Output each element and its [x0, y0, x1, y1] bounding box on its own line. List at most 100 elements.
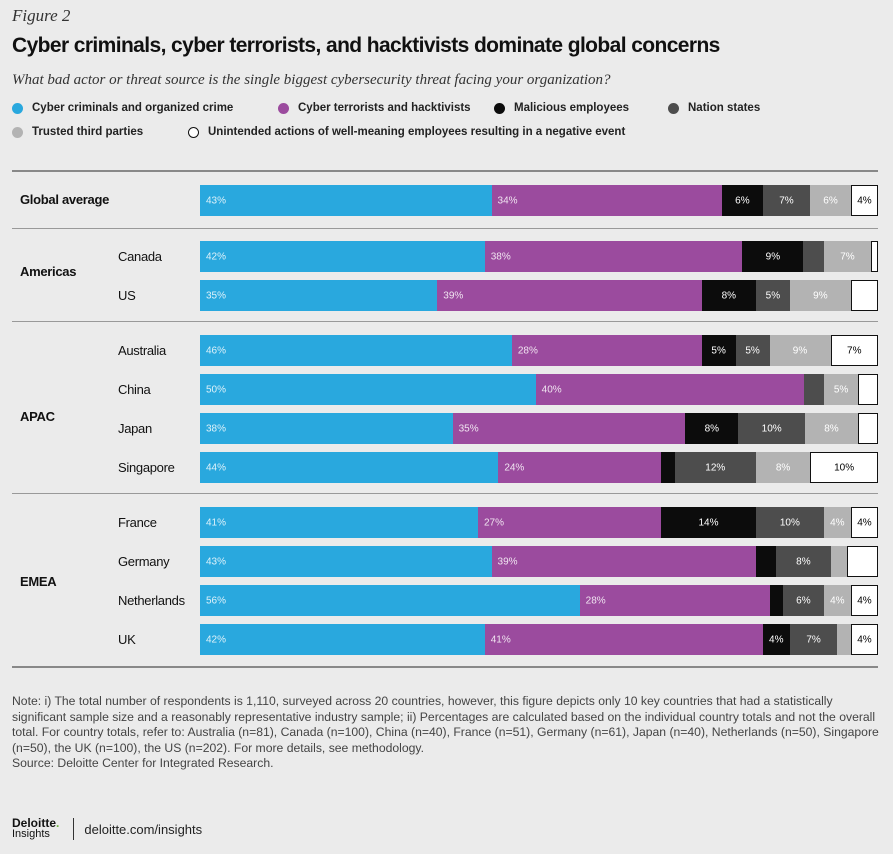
bar-row-japan: 38% 35% 8% 10% 8% [200, 413, 878, 444]
legend-label: Unintended actions of well-meaning emplo… [208, 126, 626, 138]
seg-cyber-criminals: 41% [200, 507, 478, 538]
data-label: 28% [517, 345, 538, 356]
seg-cyber-criminals: 43% [200, 185, 492, 216]
deloitte-insights-logo[interactable]: Deloitte. Insights [12, 816, 59, 840]
data-label: 8% [824, 423, 839, 434]
legend-item-cyber-criminals: Cyber criminals and organized crime [12, 102, 233, 114]
seg-cyber-terrorists: 28% [511, 335, 702, 366]
data-label: 5% [765, 290, 781, 301]
seg-cyber-criminals: 42% [200, 624, 485, 655]
data-label: 24% [504, 462, 525, 473]
footer-url-link[interactable]: deloitte.com/insights [84, 821, 203, 837]
seg-unintended-actions [871, 241, 878, 272]
data-label: 34% [497, 195, 518, 206]
seg-trusted-third-parties: 9% [769, 335, 831, 366]
seg-cyber-terrorists: 40% [535, 374, 805, 405]
seg-trusted-third-parties: 6% [810, 185, 851, 216]
data-label: 7% [847, 345, 862, 356]
data-label: 38% [206, 423, 227, 434]
seg-cyber-terrorists: 34% [491, 185, 723, 216]
divider-top [12, 170, 878, 172]
data-label: 4% [857, 595, 872, 606]
legend-label: Cyber criminals and organized crime [32, 102, 234, 114]
data-label: 12% [705, 462, 726, 473]
seg-cyber-criminals: 56% [200, 585, 580, 616]
region-label-americas: Americas [20, 264, 77, 279]
data-label: 8% [721, 290, 737, 301]
row-label-global-average: Global average [20, 192, 110, 207]
bar-row-global-average: 43% 34% 6% 7% 6% 4% [200, 185, 878, 216]
seg-nation-states: 10% [738, 413, 805, 444]
seg-cyber-terrorists: 35% [452, 413, 686, 444]
source-text: Source: Deloitte Center for Integrated R… [12, 756, 274, 771]
divider-emea [12, 493, 878, 494]
data-label: 46% [206, 345, 227, 356]
seg-nation-states: 12% [674, 452, 756, 483]
data-label: 35% [458, 423, 479, 434]
seg-cyber-terrorists: 28% [579, 585, 770, 616]
chart-title: Cyber criminals, cyber terrorists, and h… [12, 34, 720, 57]
seg-nation-states: 8% [776, 546, 831, 577]
seg-nation-states: 10% [755, 507, 824, 538]
seg-cyber-terrorists: 38% [484, 241, 743, 272]
data-label: 27% [483, 517, 504, 528]
footer: Deloitte. Insights deloitte.com/insights [12, 816, 203, 840]
seg-unintended-actions: 7% [830, 335, 878, 366]
data-label: 38% [490, 251, 511, 262]
data-label: 44% [206, 462, 227, 473]
row-label-australia: Australia [118, 343, 166, 358]
seg-cyber-terrorists: 39% [491, 546, 756, 577]
data-label: 10% [779, 517, 800, 528]
legend-label: Trusted third parties [32, 126, 144, 138]
data-label: 8% [704, 423, 720, 434]
data-label: 41% [206, 517, 227, 528]
data-label: 9% [792, 345, 808, 356]
seg-cyber-criminals: 42% [200, 241, 485, 272]
row-label-germany: Germany [118, 554, 170, 569]
legend-swatch [188, 126, 199, 138]
seg-cyber-terrorists: 41% [484, 624, 763, 655]
seg-cyber-criminals: 38% [200, 413, 453, 444]
data-label: 6% [796, 595, 811, 606]
seg-malicious-employees: 8% [701, 280, 756, 311]
data-label: 40% [541, 384, 562, 395]
data-label: 43% [206, 195, 227, 206]
seg-nation-states: 5% [735, 335, 770, 366]
data-label: 43% [206, 556, 227, 567]
region-label-apac: APAC [20, 409, 55, 424]
data-label: 8% [796, 556, 811, 567]
row-label-us: US [118, 288, 136, 303]
legend-swatch [494, 102, 505, 114]
seg-trusted-third-parties: 4% [823, 507, 851, 538]
data-label: 10% [761, 423, 782, 434]
bar-row-uk: 42% 41% 4% 7% 4% [200, 624, 878, 655]
bar-row-australia: 46% 28% 5% 5% 9% 7% [200, 335, 878, 366]
seg-trusted-third-parties: 5% [824, 374, 858, 405]
seg-malicious-employees [661, 452, 675, 483]
data-label: 4% [857, 517, 872, 528]
legend-label: Nation states [688, 102, 761, 114]
seg-nation-states [803, 241, 824, 272]
seg-trusted-third-parties: 8% [804, 413, 859, 444]
bar-row-netherlands: 56% 28% 6% 4% 4% [200, 585, 878, 616]
legend-item-nation-states: Nation states [668, 102, 760, 114]
legend-swatch [278, 102, 289, 114]
bar-row-us: 35% 39% 8% 5% 9% [200, 280, 878, 311]
seg-nation-states: 7% [789, 624, 838, 655]
data-label: 56% [206, 595, 227, 606]
seg-malicious-employees: 4% [762, 624, 790, 655]
seg-malicious-employees: 6% [722, 185, 763, 216]
data-label: 4% [830, 517, 845, 528]
seg-unintended-actions [850, 280, 878, 311]
logo-main: Deloitte [12, 816, 57, 830]
seg-malicious-employees [755, 546, 777, 577]
row-label-france: France [118, 515, 157, 530]
seg-nation-states: 5% [755, 280, 790, 311]
figure-label: Figure 2 [12, 6, 71, 25]
data-label: 7% [840, 251, 855, 262]
seg-cyber-terrorists: 39% [437, 280, 702, 311]
row-label-netherlands: Netherlands [118, 593, 185, 608]
data-label: 42% [206, 634, 227, 645]
bar-row-germany: 43% 39% 8% [200, 546, 878, 577]
legend-swatch [12, 102, 23, 114]
